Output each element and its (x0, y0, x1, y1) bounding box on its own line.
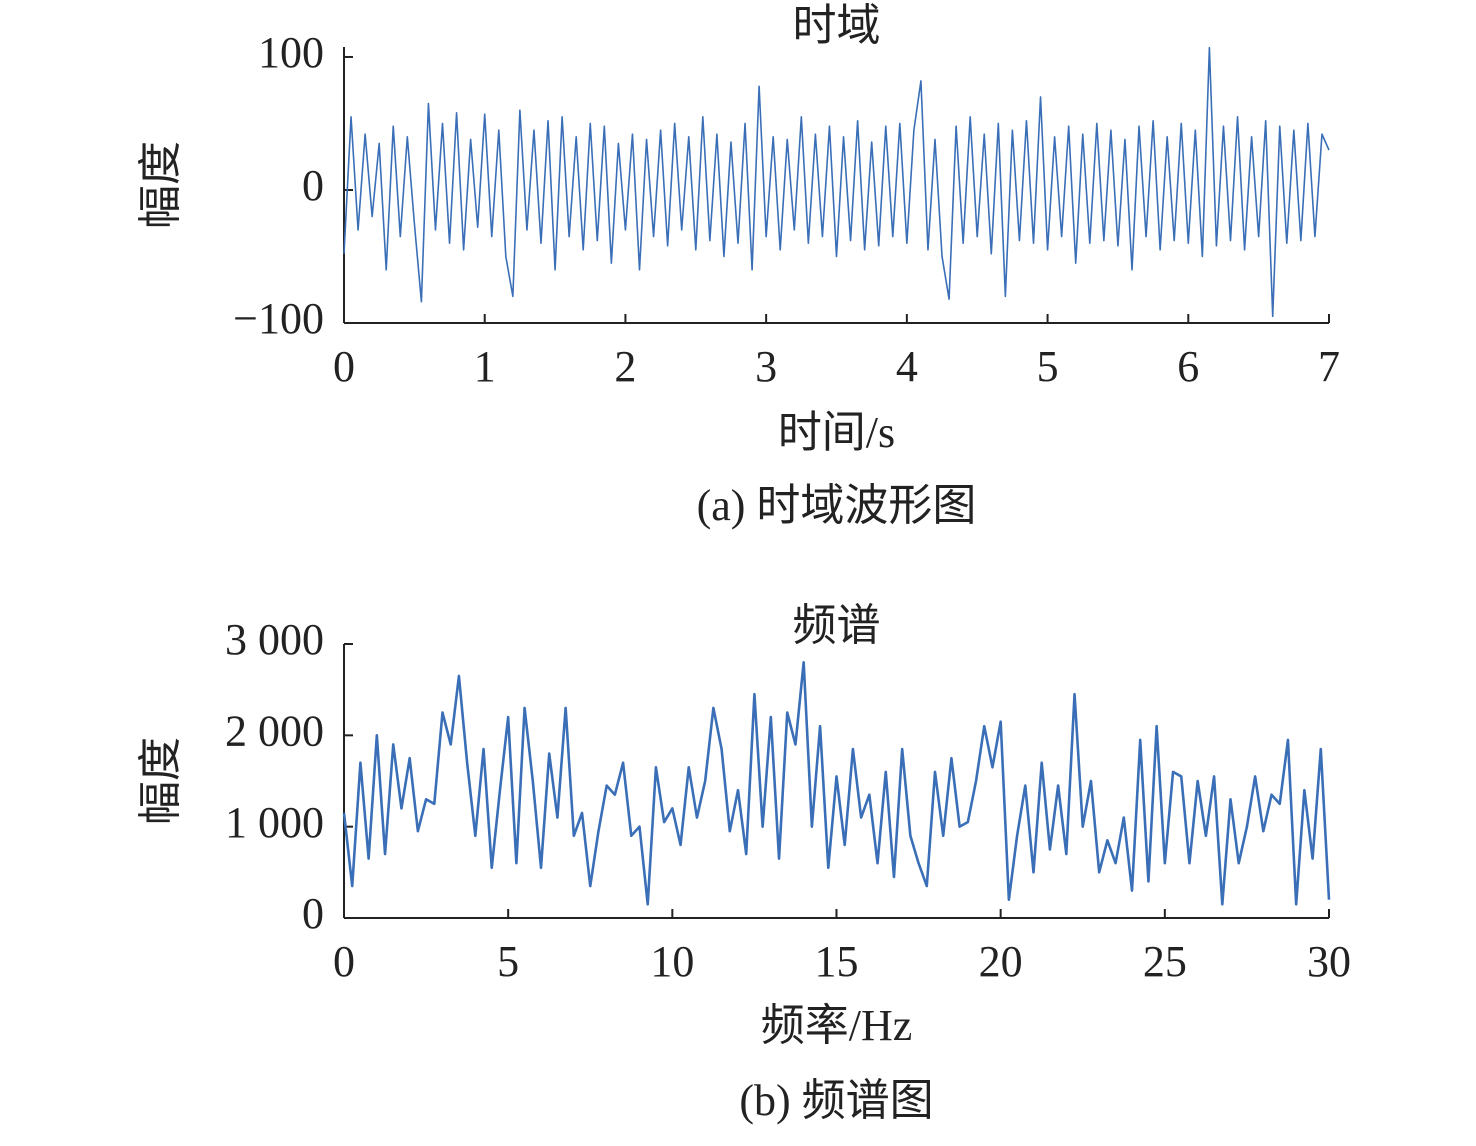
x-tick-label: 20 (979, 937, 1023, 986)
x-tick-label: 0 (333, 937, 355, 986)
chart-title: 时域 (793, 1, 881, 50)
y-tick-label: 0 (302, 161, 324, 210)
y-tick-label: 100 (258, 28, 324, 77)
caption: (a) 时域波形图 (697, 481, 977, 530)
x-tick-label: 2 (614, 342, 636, 391)
x-tick-label: 3 (755, 342, 777, 391)
x-tick-label: 10 (650, 937, 694, 986)
x-tick-label: 5 (497, 937, 519, 986)
x-tick-label: 4 (896, 342, 918, 391)
y-tick-label: −100 (233, 294, 324, 343)
x-tick-label: 15 (815, 937, 859, 986)
x-tick-label: 6 (1177, 342, 1199, 391)
caption: (b) 频谱图 (739, 1076, 933, 1125)
chart-title: 频谱 (793, 601, 881, 650)
x-tick-label: 25 (1143, 937, 1187, 986)
y-axis-label: 幅度 (136, 737, 185, 825)
x-axis-label: 时间/s (778, 408, 895, 457)
x-tick-label: 5 (1037, 342, 1059, 391)
data-line (343, 46, 1330, 318)
data-line (342, 660, 1331, 906)
x-tick-label: 7 (1318, 342, 1340, 391)
y-tick-label: 0 (302, 889, 324, 938)
x-axis-label: 频率/Hz (761, 1001, 913, 1050)
y-axis-label: 幅度 (136, 141, 185, 229)
x-tick-label: 30 (1307, 937, 1351, 986)
x-tick-label: 1 (474, 342, 496, 391)
y-tick-label: 1 000 (225, 798, 324, 847)
y-tick-label: 3 000 (225, 615, 324, 664)
x-tick-label: 0 (333, 342, 355, 391)
y-tick-label: 2 000 (225, 706, 324, 755)
